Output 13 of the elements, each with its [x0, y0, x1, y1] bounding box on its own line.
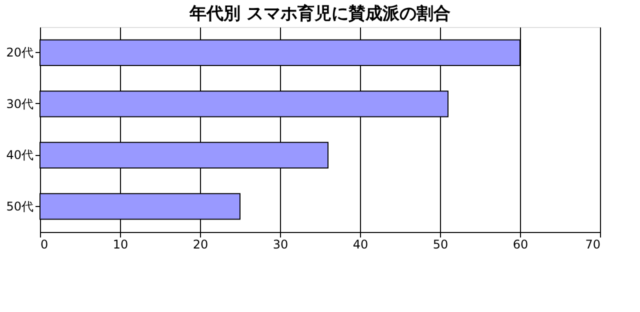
y-tick-label: 50代 — [6, 199, 34, 214]
x-tick-label: 20 — [192, 238, 208, 252]
x-tick-label: 10 — [112, 238, 128, 252]
y-tick-label: 30代 — [6, 96, 34, 111]
x-tick-label: 0 — [40, 238, 48, 252]
y-tick-label: 40代 — [6, 148, 34, 162]
x-tick-label: 30 — [272, 238, 288, 252]
x-tick-label: 40 — [352, 238, 368, 252]
x-tick-label: 70 — [585, 238, 600, 252]
chart-title: 年代別 スマホ育児に賛成派の割合 — [188, 3, 450, 24]
x-tick-label: 50 — [432, 238, 448, 252]
x-tick-label: 60 — [512, 238, 528, 252]
y-tick-label: 20代 — [6, 46, 34, 60]
